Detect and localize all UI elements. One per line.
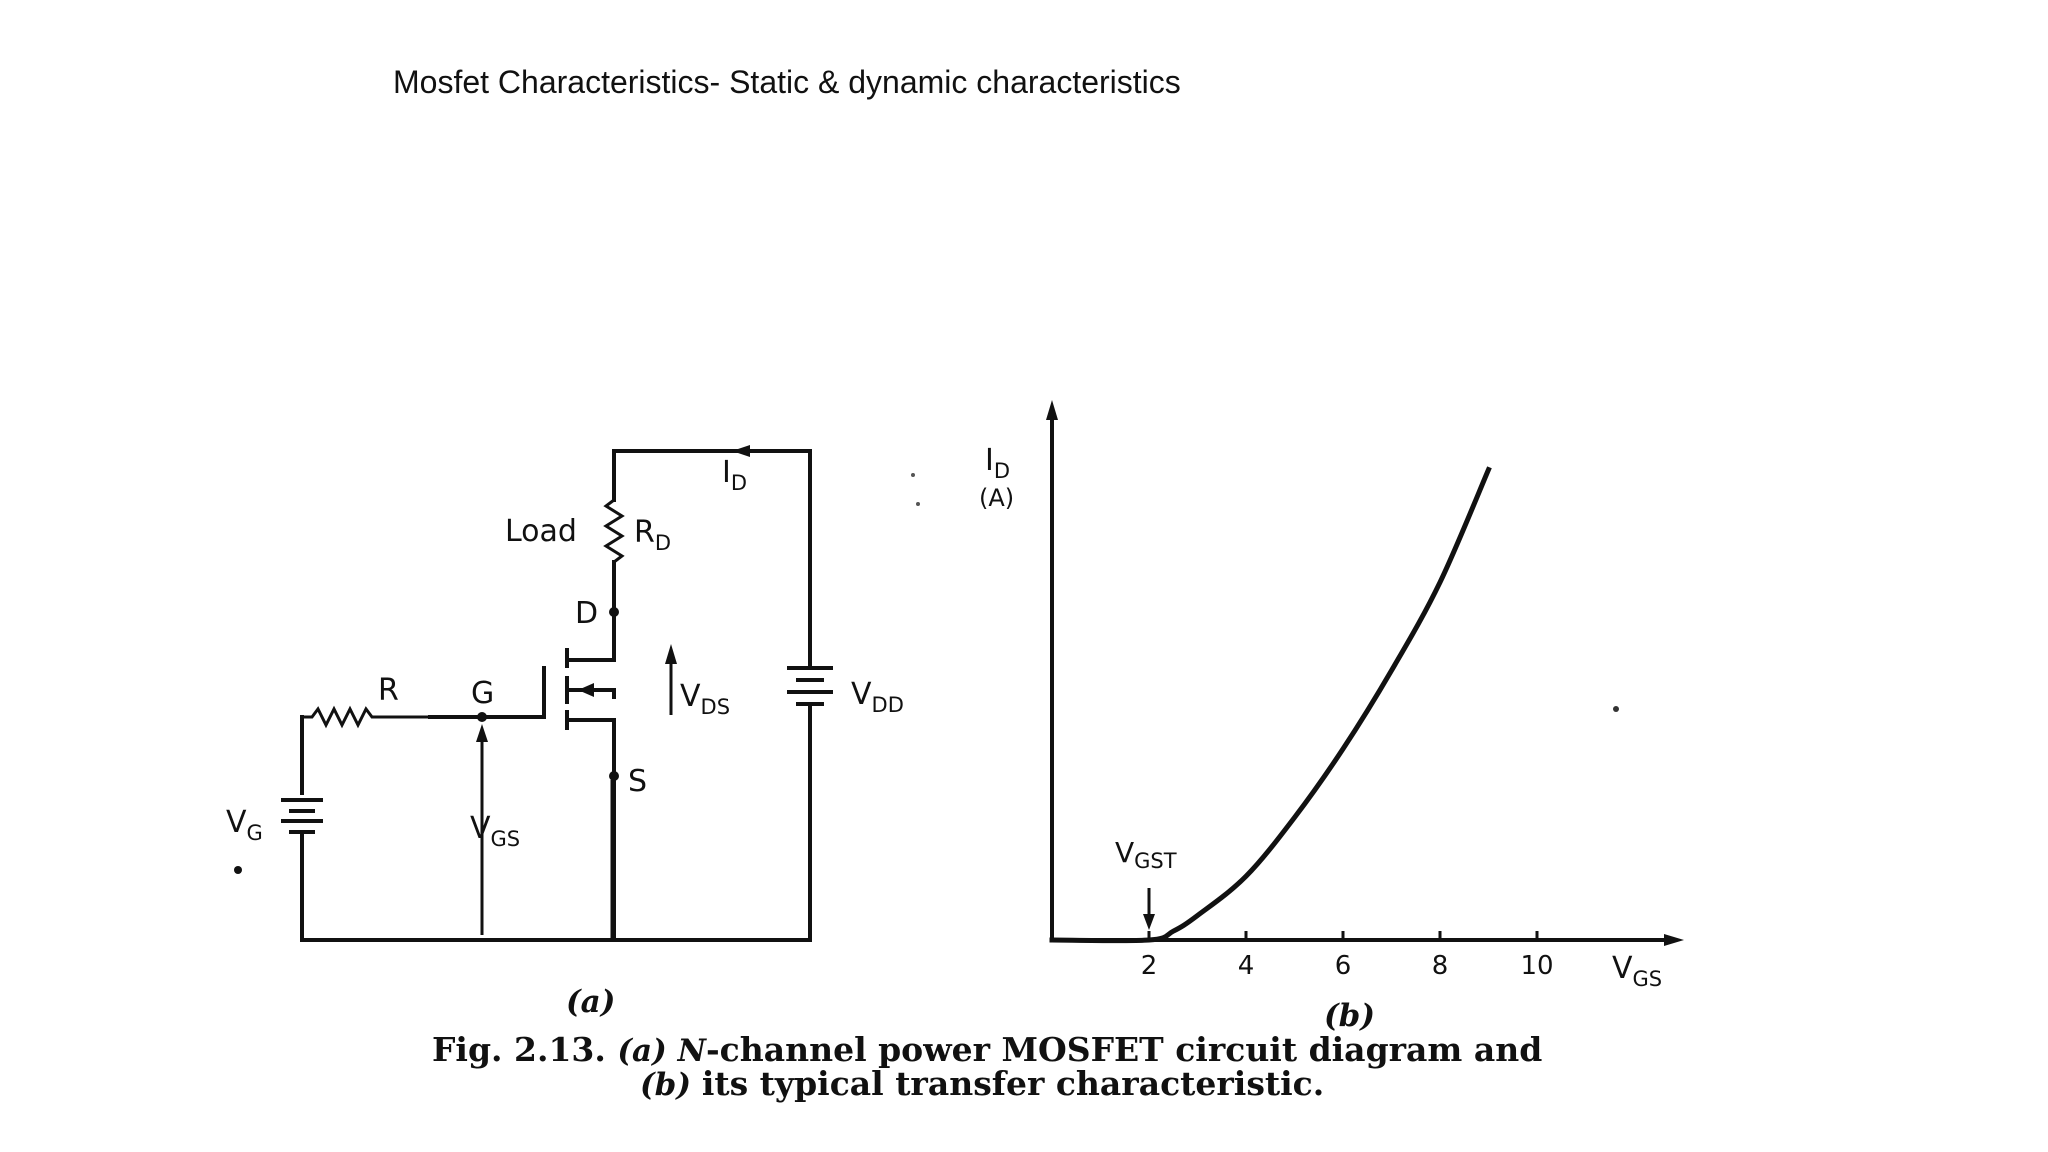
stray-mark — [916, 502, 920, 506]
id-label: ID — [722, 455, 747, 495]
wire-top — [612, 449, 812, 662]
gate-resistor-r — [302, 705, 430, 729]
caption-line-1: Fig. 2.13. (a) N-channel power MOSFET ci… — [432, 1030, 1542, 1069]
drain-node — [609, 607, 619, 617]
wire-source — [565, 718, 616, 942]
vg-battery-icon — [281, 798, 323, 942]
mosfet-arrow-icon — [578, 683, 594, 697]
drain-label: D — [575, 596, 598, 631]
stray-mark — [1613, 706, 1619, 712]
stray-mark — [911, 473, 915, 477]
vds-arrow-icon — [665, 644, 677, 664]
r-label: R — [378, 673, 399, 708]
id-arrow-icon — [732, 445, 750, 457]
vgs-arrow-icon — [476, 724, 488, 742]
threshold-label: VGST — [1115, 836, 1177, 873]
source-node — [609, 771, 619, 781]
x-tick-label: 2 — [1141, 951, 1158, 981]
circuit-diagram: Load RD ID D G S R VDS VDD VG VGS (a) — [226, 445, 904, 1020]
x-tick-label: 10 — [1520, 951, 1553, 981]
part-a-label: (a) — [566, 984, 615, 1020]
x-axis-label: VGS — [1612, 951, 1662, 991]
slide-title: Mosfet Characteristics- Static & dynamic… — [393, 64, 1181, 100]
x-tick-label: 4 — [1238, 951, 1255, 981]
load-label: Load — [505, 514, 577, 549]
source-label: S — [628, 764, 647, 799]
x-tick-label: 6 — [1335, 951, 1352, 981]
load-resistor-rd — [603, 498, 625, 564]
vdd-label: VDD — [851, 677, 904, 717]
vdd-battery-icon — [787, 658, 833, 942]
y-axis-unit: (A) — [979, 484, 1014, 512]
series-line — [1049, 466, 1492, 944]
vgs-label: VGS — [470, 811, 520, 851]
y-axis-label: ID — [985, 443, 1010, 483]
stray-dot — [234, 866, 242, 874]
rd-label: RD — [634, 515, 671, 555]
vg-label: VG — [226, 805, 263, 845]
x-tick-label: 8 — [1432, 951, 1449, 981]
x-axis-arrow-icon — [1664, 934, 1684, 946]
vds-label: VDS — [680, 679, 730, 719]
gate-label: G — [471, 676, 494, 711]
part-b-label: (b) — [1324, 998, 1375, 1034]
threshold-arrow-icon — [1143, 914, 1155, 930]
y-axis-arrow-icon — [1046, 400, 1058, 420]
gate-node — [477, 712, 487, 722]
caption-line-2: (b) its typical transfer characteristic. — [640, 1064, 1324, 1103]
transfer-characteristic-chart: 2 4 6 8 10 ID (A) VGS VGST (b) — [979, 400, 1684, 1034]
